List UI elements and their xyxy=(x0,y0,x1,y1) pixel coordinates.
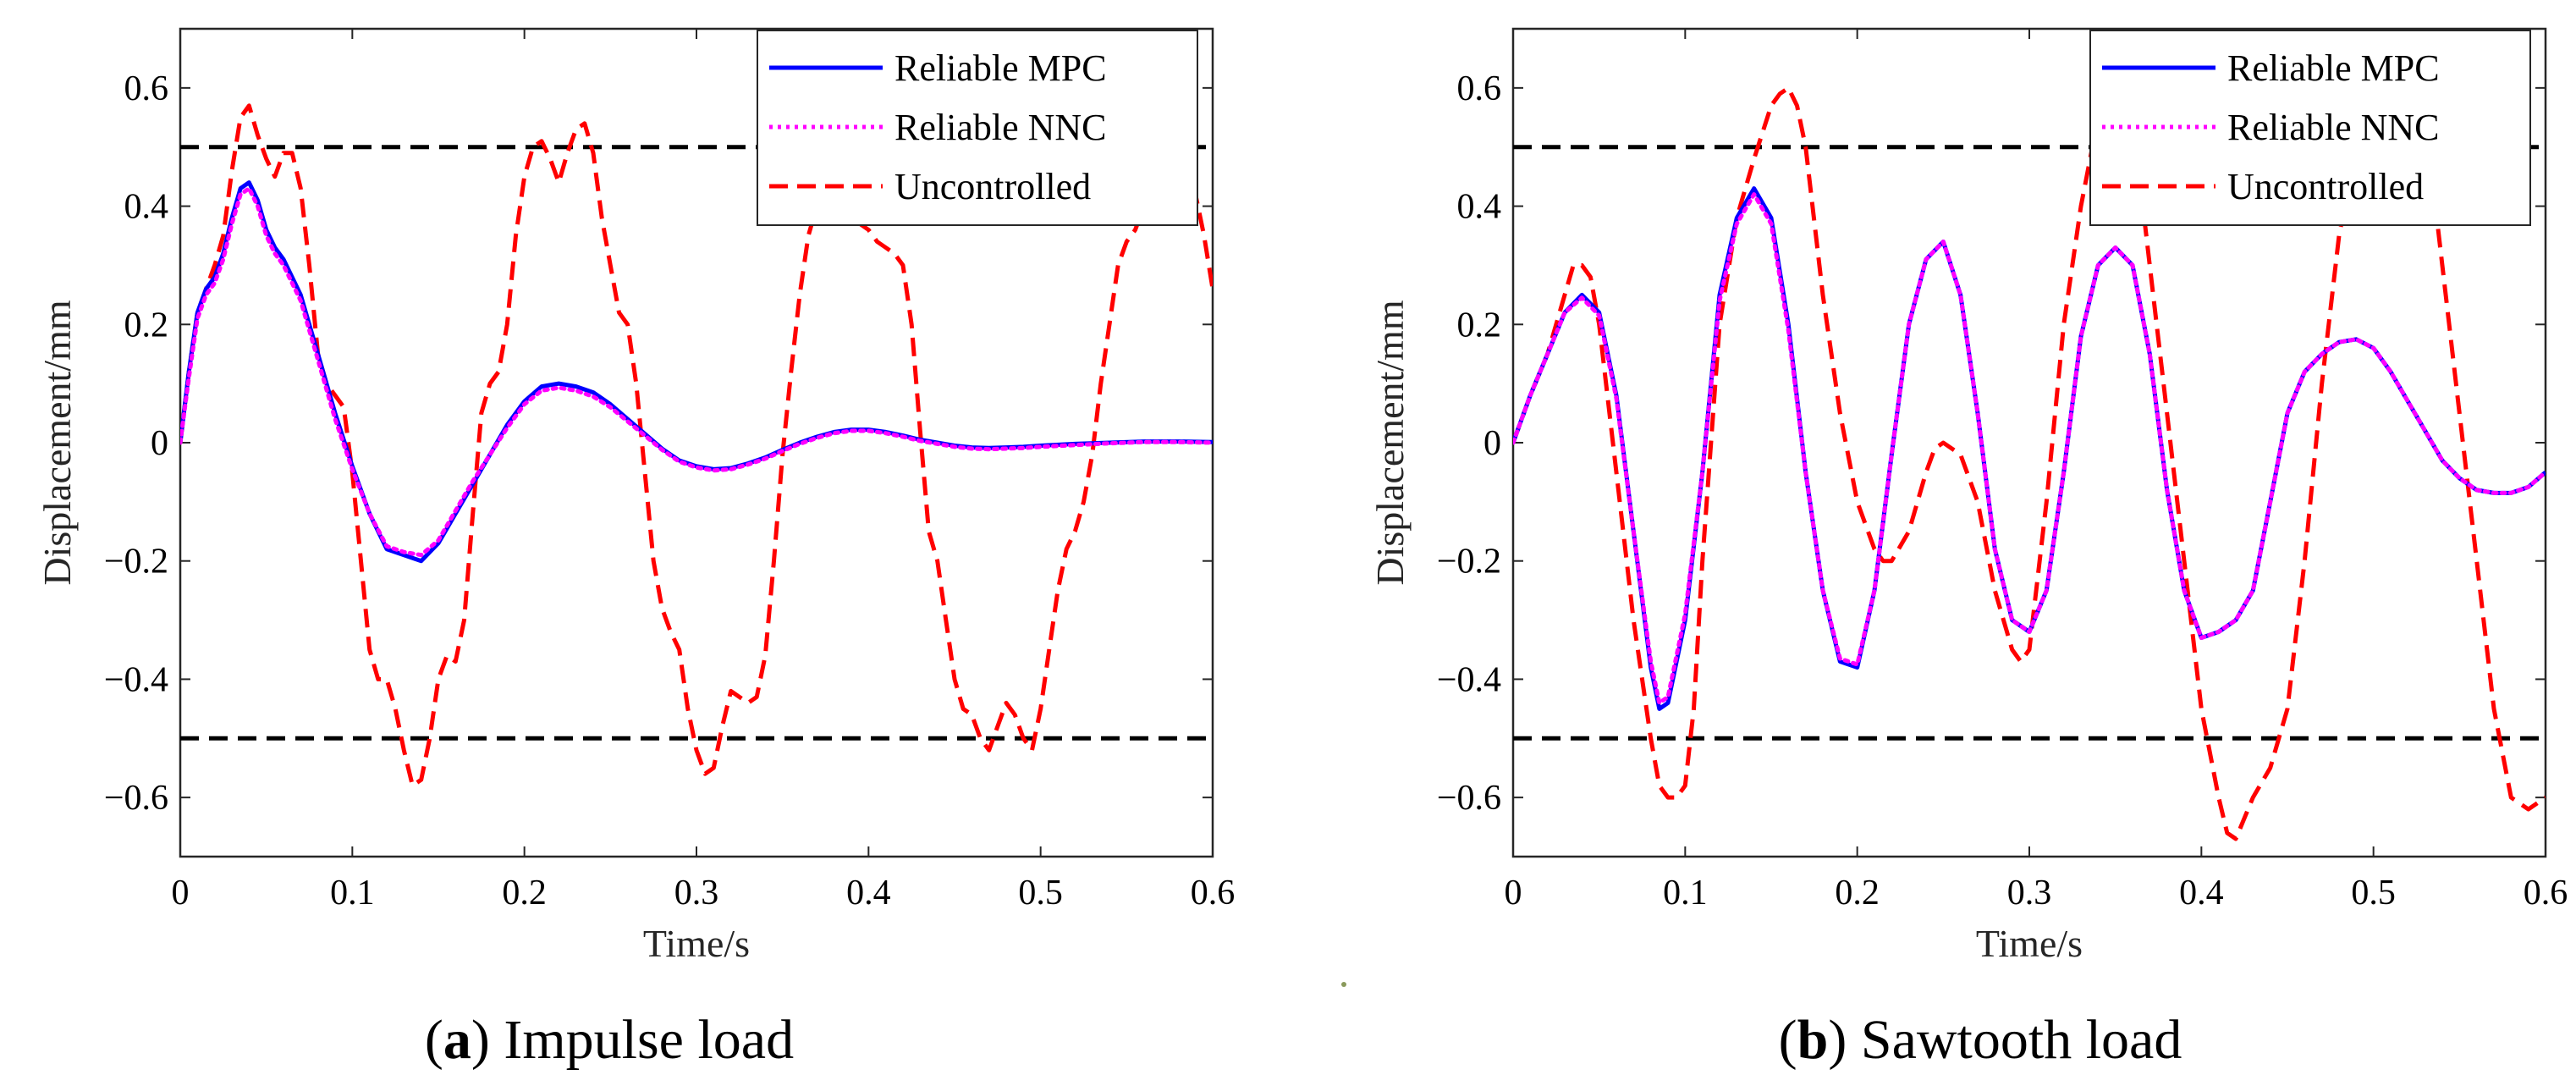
legend-entry-label: Reliable MPC xyxy=(2227,47,2440,89)
x-tick-label: 0.5 xyxy=(2351,874,2396,912)
x-tick-label: 0.4 xyxy=(846,874,891,912)
x-axis-label: Time/s xyxy=(1976,922,2083,965)
chart-panel-a: 0 0.1 0.2 0.3 0.4 0.5 0.6 −0.6 −0.4 −0.2 0 0.2 0.4 0.… xyxy=(36,27,1236,965)
caption-a-text: Impulse load xyxy=(490,1009,794,1071)
y-tick-label: −0.4 xyxy=(104,660,168,699)
x-tick-label: 0.6 xyxy=(2524,874,2568,912)
x-tick-label: 0.1 xyxy=(330,874,375,912)
legend-box xyxy=(757,30,1198,226)
y-tick-label: −0.4 xyxy=(1437,660,1501,699)
y-tick-label: −0.6 xyxy=(1437,779,1501,818)
caption-b-letter: b xyxy=(1797,1009,1829,1071)
y-tick-label: −0.2 xyxy=(1437,543,1501,582)
plot-series-group xyxy=(180,103,1213,788)
x-tick-label: 0.1 xyxy=(1663,874,1708,912)
y-tick-label: 0.4 xyxy=(124,188,169,227)
series-line-reliable-nnc xyxy=(1513,192,2546,705)
legend-entry-label: Reliable NNC xyxy=(894,107,1107,148)
caption-a: (a) Impulse load xyxy=(425,1009,794,1071)
caption-b-text: Sawtooth load xyxy=(1847,1009,2182,1071)
y-tick-label: 0.2 xyxy=(1457,306,1502,345)
x-tick-label: 0.5 xyxy=(1018,874,1063,912)
x-tick-label: 0 xyxy=(172,874,190,912)
y-tick-label: 0.6 xyxy=(1457,69,1502,108)
y-tick-label: 0 xyxy=(1483,424,1501,463)
y-tick-label: −0.2 xyxy=(104,543,168,582)
y-tick-label: −0.6 xyxy=(104,779,168,818)
x-tick-label: 0.3 xyxy=(674,874,719,912)
legend-entry-label: Uncontrolled xyxy=(894,166,1091,207)
series-line-reliable-nnc xyxy=(180,186,1213,558)
legend-entry-label: Reliable MPC xyxy=(894,47,1107,89)
y-tick-label: 0.4 xyxy=(1457,188,1502,227)
y-axis-label: Displacement/mm xyxy=(36,300,79,585)
caption-a-letter: a xyxy=(443,1009,471,1071)
chart-panel-b: 0 0.1 0.2 0.3 0.4 0.5 0.6 −0.6 −0.4 −0.2 0 0.2 0.4 0.… xyxy=(1368,27,2568,965)
y-tick-label: 0 xyxy=(151,424,168,463)
y-tick-label: 0.2 xyxy=(124,306,169,345)
y-tick-label: 0.6 xyxy=(124,69,169,108)
stray-mark xyxy=(1341,982,1346,987)
x-tick-label: 0.4 xyxy=(2179,874,2224,912)
y-axis-label: Displacement/mm xyxy=(1368,300,1412,585)
x-tick-label: 0.2 xyxy=(502,874,547,912)
x-tick-label: 0.3 xyxy=(2007,874,2052,912)
legend-entry-label: Reliable NNC xyxy=(2227,107,2440,148)
caption-b: (b) Sawtooth load xyxy=(1779,1009,2182,1071)
x-tick-label: 0 xyxy=(1505,874,1522,912)
x-tick-label: 0.2 xyxy=(1835,874,1880,912)
x-tick-label: 0.6 xyxy=(1191,874,1236,912)
x-axis-label: Time/s xyxy=(643,922,750,965)
legend-entry-label: Uncontrolled xyxy=(2227,166,2424,207)
